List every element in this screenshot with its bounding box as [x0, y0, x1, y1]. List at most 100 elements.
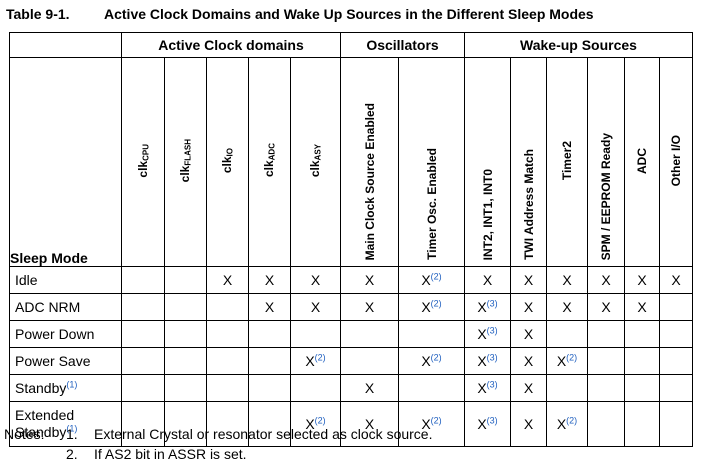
col-clk-adc: clkADC: [248, 57, 291, 267]
table-cell: X: [587, 293, 625, 321]
table-cell: [121, 266, 165, 294]
table-row: Extended Standby(1) X(2) X X(2) X(3) X X(2): [9, 401, 693, 447]
table-cell: [121, 374, 165, 402]
table-cell: X: [546, 293, 588, 321]
table-cell: [121, 347, 165, 375]
table-cell: [624, 347, 660, 375]
table-cell: X: [510, 374, 547, 402]
table-title: Active Clock Domains and Wake Up Sources…: [104, 6, 594, 22]
table-cell: X: [340, 266, 399, 294]
table-cell: [587, 320, 625, 348]
table-cell: [587, 401, 625, 447]
col-main-clock: Main Clock Source Enabled: [340, 57, 399, 267]
table-cell: [248, 320, 291, 348]
table-cell: X: [206, 266, 249, 294]
table-cell: [624, 374, 660, 402]
table-cell: [206, 320, 249, 348]
table-cell: [340, 347, 399, 375]
table-cell: [206, 347, 249, 375]
table-cell: [587, 347, 625, 375]
table-cell: X: [624, 293, 660, 321]
table-cell: [164, 320, 207, 348]
table-cell: [248, 347, 291, 375]
group-wakeup-sources: Wake-up Sources: [464, 32, 693, 58]
group-header-row: Active Clock domains Oscillators Wake-up…: [9, 32, 693, 58]
table-cell: X(2): [546, 347, 588, 375]
table-cell: X(2): [398, 401, 465, 447]
table-body: Idle X X X X X(2) X X X X X X ADC NRM X X X X(2) X(3) X X X X…: [9, 266, 693, 447]
table-cell: X(2): [546, 401, 588, 447]
table-cell: X: [464, 266, 511, 294]
table-cell: X: [290, 293, 341, 321]
table-cell: [206, 401, 249, 447]
group-clock-domains: Active Clock domains: [121, 32, 341, 58]
note-2: 2. If AS2 bit in ASSR is set.: [66, 446, 247, 462]
table-cell: X: [290, 266, 341, 294]
sleep-mode-header: Sleep Mode: [9, 57, 122, 267]
table-cell: [659, 401, 693, 447]
table-cell: X: [340, 293, 399, 321]
table-cell: [398, 374, 465, 402]
note-1: Notes: 1. External Crystal or resonator se…: [4, 426, 433, 442]
notes: Notes: 1. External Crystal or resonator se…: [4, 426, 432, 466]
table-cell: X: [510, 320, 547, 348]
table-cell: [659, 320, 693, 348]
notes-label: Notes:: [4, 426, 45, 442]
table-cell: [248, 401, 291, 447]
table-cell: X(3): [464, 293, 511, 321]
table-cell: [659, 293, 693, 321]
empty-corner: [9, 32, 122, 58]
col-clk-asy: clkASY: [290, 57, 341, 267]
sleep-mode-cell: ADC NRM: [9, 293, 122, 321]
sleep-modes-table: Active Clock domains Oscillators Wake-up…: [9, 32, 693, 447]
table-cell: X(2): [290, 401, 341, 447]
col-timer-osc: Timer Osc. Enabled: [398, 57, 465, 267]
col-clk-io: clkIO: [206, 57, 249, 267]
table-row: Standby(1) X X(3) X: [9, 374, 693, 402]
table-cell: X(2): [398, 266, 465, 294]
col-adc: ADC: [624, 57, 660, 267]
table-cell: [164, 374, 207, 402]
col-clk-cpu: clkCPU: [121, 57, 165, 267]
table-cell: X: [340, 401, 399, 447]
table-row: ADC NRM X X X X(2) X(3) X X X X: [9, 293, 693, 321]
table-row: Power Down X(3) X: [9, 320, 693, 348]
table-cell: [248, 374, 291, 402]
col-timer2: Timer2: [546, 57, 588, 267]
table-cell: [164, 266, 207, 294]
table-cell: X: [510, 347, 547, 375]
table-cell: [290, 320, 341, 348]
col-other-io: Other I/O: [659, 57, 693, 267]
table-cell: [624, 401, 660, 447]
table-cell: X: [546, 266, 588, 294]
group-oscillators: Oscillators: [340, 32, 465, 58]
table-number: Table 9-1.: [6, 6, 70, 22]
table-cell: [164, 293, 207, 321]
table-cell: X: [659, 266, 693, 294]
table-cell: [206, 374, 249, 402]
table-cell: [587, 374, 625, 402]
table-cell: X(2): [398, 293, 465, 321]
table-cell: [624, 320, 660, 348]
table-cell: [121, 320, 165, 348]
col-clk-flash: clkFLASH: [164, 57, 207, 267]
table-caption: Table 9-1. Active Clock Domains and Wake …: [6, 6, 594, 22]
sleep-mode-cell: Power Save: [9, 347, 122, 375]
table-cell: X: [510, 401, 547, 447]
table-row: Power Save X(2) X(2) X(3) X X(2): [9, 347, 693, 375]
table-cell: X(3): [464, 374, 511, 402]
table-cell: [121, 293, 165, 321]
sleep-mode-cell: Idle: [9, 266, 122, 294]
sleep-mode-cell: Standby(1): [9, 374, 122, 402]
table-row: Idle X X X X X(2) X X X X X X: [9, 266, 693, 294]
table-cell: [659, 374, 693, 402]
table-cell: X: [510, 266, 547, 294]
table-cell: X(2): [398, 347, 465, 375]
table-cell: X(2): [290, 347, 341, 375]
column-header-row: Sleep Mode clkCPU clkFLASH clkIO clkADC …: [9, 57, 693, 267]
table-cell: X: [624, 266, 660, 294]
table-cell: [340, 320, 399, 348]
table-cell: [546, 374, 588, 402]
table-cell: X: [248, 293, 291, 321]
table-cell: X(3): [464, 401, 511, 447]
